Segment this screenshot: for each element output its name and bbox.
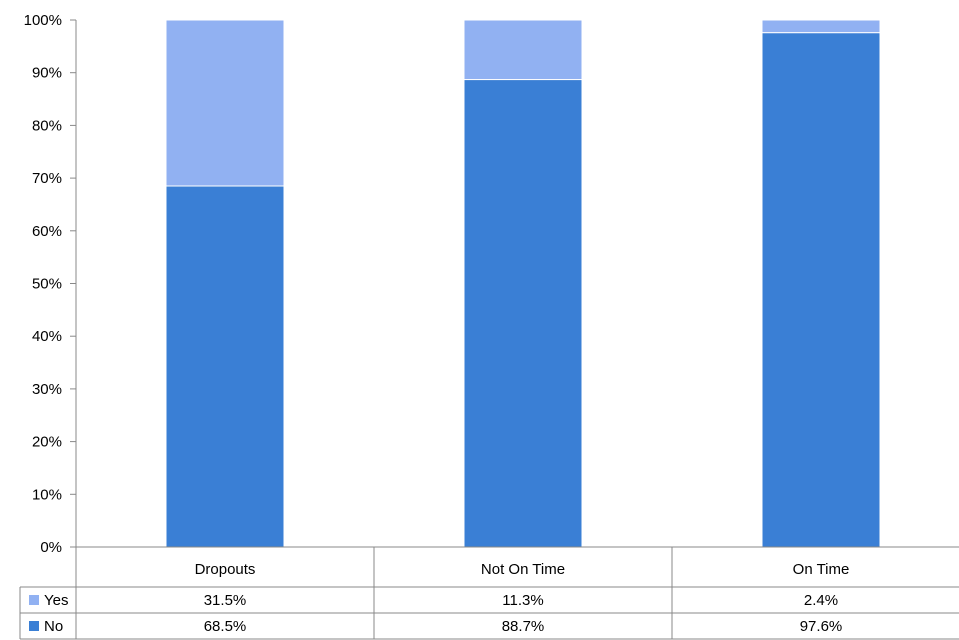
x-category-label: Not On Time (481, 561, 565, 578)
x-category-label: On Time (793, 561, 850, 578)
bar-segment-yes (463, 19, 583, 81)
y-tick-label: 0% (40, 539, 62, 556)
y-tick-label: 20% (32, 434, 62, 451)
table-cell-value: 2.4% (804, 592, 838, 609)
y-tick-label: 40% (32, 328, 62, 345)
table-cell-value: 97.6% (800, 618, 843, 635)
table-cell-value: 68.5% (204, 618, 247, 635)
data-table: Dropouts Not On Time On Time Yes 31.5% 11.3% 2… (19, 546, 959, 640)
y-tick-label: 100% (24, 12, 62, 29)
bar-segment-no (165, 185, 285, 548)
legend-swatch-no (29, 621, 39, 631)
y-axis: 0% 10% 20% 30% 40% 50% 60% 70% 80% 90% 100% (24, 12, 77, 556)
y-tick-label: 10% (32, 486, 62, 503)
y-tick-label: 50% (32, 276, 62, 293)
y-tick-label: 30% (32, 381, 62, 398)
x-category-label: Dropouts (195, 561, 256, 578)
table-cell-value: 88.7% (502, 618, 545, 635)
table-cell-value: 31.5% (204, 592, 247, 609)
legend-label-no: No (44, 618, 63, 635)
y-tick-label: 70% (32, 170, 62, 187)
bar-segment-no (761, 32, 881, 548)
table-cell-value: 11.3% (502, 592, 543, 609)
legend-label-yes: Yes (44, 592, 68, 609)
y-tick-label: 60% (32, 223, 62, 240)
bar-segment-yes (165, 19, 285, 187)
bar-segment-no (463, 79, 583, 548)
bar-segment-yes (761, 19, 881, 34)
bars (165, 19, 881, 548)
y-tick-label: 80% (32, 117, 62, 134)
y-tick-label: 90% (32, 65, 62, 82)
legend-swatch-yes (29, 595, 39, 605)
